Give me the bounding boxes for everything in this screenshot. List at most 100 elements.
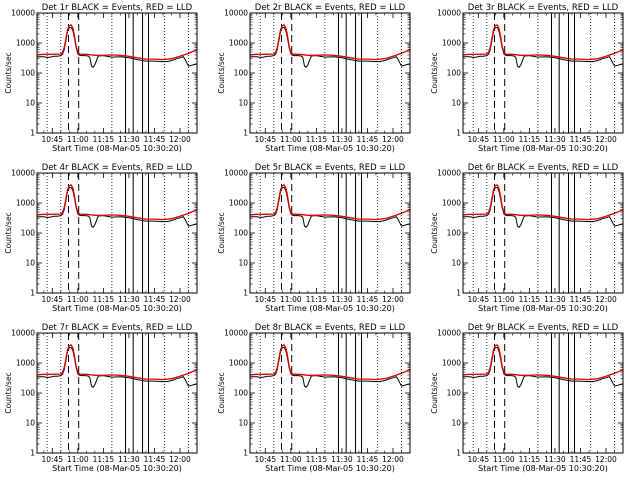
x-tick-label: 11:15 <box>93 455 115 464</box>
y-tick-label: 10000 <box>11 9 35 18</box>
panel-3: Det 3r BLACK = Events, RED = LLD 1 10 100 10… <box>430 3 624 153</box>
x-tick-label: 10:45 <box>255 135 277 144</box>
panel-8: Det 8r BLACK = Events, RED = LLD 1 10 100 10… <box>217 323 411 473</box>
series-events <box>463 346 624 389</box>
series-events <box>250 186 411 229</box>
x-tick-label: 11:30 <box>331 135 353 144</box>
y-tick-label: 1000 <box>16 199 35 208</box>
x-tick-label: 12:00 <box>595 295 617 304</box>
y-tick-label: 10 <box>25 419 35 428</box>
panel-title: Det 2r BLACK = Events, RED = LLD <box>255 3 406 13</box>
x-axis-label: Start Time (08-Mar-05 10:30:20) <box>52 464 182 473</box>
series-lld <box>36 184 198 221</box>
y-tick-label: 100 <box>447 69 462 78</box>
x-axis-label: Start Time (08-Mar-05 10:30:20) <box>265 304 395 313</box>
series-lld <box>249 344 411 381</box>
y-axis-label: Counts/sec <box>430 212 439 253</box>
y-tick-label: 10 <box>238 259 248 268</box>
x-tick-label: 11:45 <box>357 135 379 144</box>
x-tick-label: 11:30 <box>118 455 140 464</box>
x-tick-label: 11:00 <box>67 135 89 144</box>
x-axis-label: Start Time (08-Mar-05 10:30:20) <box>478 464 608 473</box>
panel-title: Det 7r BLACK = Events, RED = LLD <box>42 323 193 333</box>
x-tick-label: 11:45 <box>144 135 166 144</box>
x-tick-label: 11:45 <box>357 455 379 464</box>
x-tick-label: 10:45 <box>255 455 277 464</box>
panel-title: Det 3r BLACK = Events, RED = LLD <box>468 3 619 13</box>
y-tick-label: 10000 <box>437 169 461 178</box>
x-tick-label: 12:00 <box>169 295 191 304</box>
y-tick-label: 10000 <box>224 9 248 18</box>
y-axis-label: Counts/sec <box>4 212 13 253</box>
x-tick-label: 12:00 <box>595 135 617 144</box>
series-lld <box>36 344 198 381</box>
series-lld <box>36 24 198 61</box>
x-tick-label: 12:00 <box>595 455 617 464</box>
panel-title: Det 4r BLACK = Events, RED = LLD <box>42 163 193 173</box>
y-tick-label: 10000 <box>11 169 35 178</box>
x-tick-label: 12:00 <box>169 135 191 144</box>
x-tick-label: 11:00 <box>493 455 515 464</box>
y-tick-label: 10 <box>25 99 35 108</box>
y-axis-label: Counts/sec <box>430 52 439 93</box>
y-tick-label: 10000 <box>437 329 461 338</box>
y-axis-label: Counts/sec <box>217 372 226 413</box>
panel-title: Det 6r BLACK = Events, RED = LLD <box>468 163 619 173</box>
y-tick-label: 1000 <box>442 359 461 368</box>
x-axis-label: Start Time (08-Mar-05 10:30:20) <box>52 304 182 313</box>
y-tick-label: 10 <box>25 259 35 268</box>
x-axis-label: Start Time (08-Mar-05 10:30:20) <box>478 144 608 153</box>
panel-title: Det 1r BLACK = Events, RED = LLD <box>42 3 193 13</box>
y-tick-label: 1 <box>30 289 35 298</box>
series-lld <box>249 184 411 221</box>
x-tick-label: 12:00 <box>382 455 404 464</box>
y-tick-label: 1 <box>456 129 461 138</box>
panel-4: Det 4r BLACK = Events, RED = LLD 1 10 100 10… <box>4 163 198 313</box>
y-tick-label: 10000 <box>11 329 35 338</box>
series-events <box>463 186 624 229</box>
y-tick-label: 1000 <box>16 359 35 368</box>
x-tick-label: 10:45 <box>468 295 490 304</box>
x-tick-label: 10:45 <box>42 295 64 304</box>
x-tick-label: 11:00 <box>280 455 302 464</box>
series-events <box>250 346 411 389</box>
y-tick-label: 1 <box>243 449 248 458</box>
panel-2: Det 2r BLACK = Events, RED = LLD 1 10 100 10… <box>217 3 411 153</box>
series-lld <box>462 344 624 381</box>
x-tick-label: 11:15 <box>519 295 541 304</box>
series-events <box>463 26 624 69</box>
x-tick-label: 11:45 <box>570 295 592 304</box>
series-events <box>250 26 411 69</box>
y-tick-label: 10000 <box>437 9 461 18</box>
panel-7: Det 7r BLACK = Events, RED = LLD 1 10 100 10… <box>4 323 198 473</box>
x-tick-label: 10:45 <box>255 295 277 304</box>
y-tick-label: 1 <box>30 449 35 458</box>
x-tick-label: 11:15 <box>519 135 541 144</box>
x-tick-label: 11:30 <box>118 135 140 144</box>
y-tick-label: 1 <box>456 449 461 458</box>
series-events <box>37 26 198 69</box>
y-axis-label: Counts/sec <box>217 52 226 93</box>
x-tick-label: 11:15 <box>93 135 115 144</box>
x-tick-label: 10:45 <box>42 135 64 144</box>
x-tick-label: 11:15 <box>519 455 541 464</box>
y-tick-label: 1000 <box>442 199 461 208</box>
y-tick-label: 10000 <box>224 169 248 178</box>
y-tick-label: 1 <box>243 289 248 298</box>
x-tick-label: 11:00 <box>280 295 302 304</box>
panel-title: Det 5r BLACK = Events, RED = LLD <box>255 163 406 173</box>
x-tick-label: 11:30 <box>331 455 353 464</box>
y-tick-label: 1 <box>456 289 461 298</box>
x-tick-label: 11:00 <box>493 135 515 144</box>
x-tick-label: 11:30 <box>118 295 140 304</box>
y-tick-label: 1 <box>30 129 35 138</box>
y-tick-label: 100 <box>234 229 249 238</box>
x-tick-label: 11:30 <box>544 135 566 144</box>
y-tick-label: 1000 <box>442 39 461 48</box>
y-axis-label: Counts/sec <box>217 212 226 253</box>
x-tick-label: 12:00 <box>382 135 404 144</box>
series-lld <box>249 24 411 61</box>
x-axis-label: Start Time (08-Mar-05 10:30:20) <box>478 304 608 313</box>
x-tick-label: 11:00 <box>493 295 515 304</box>
